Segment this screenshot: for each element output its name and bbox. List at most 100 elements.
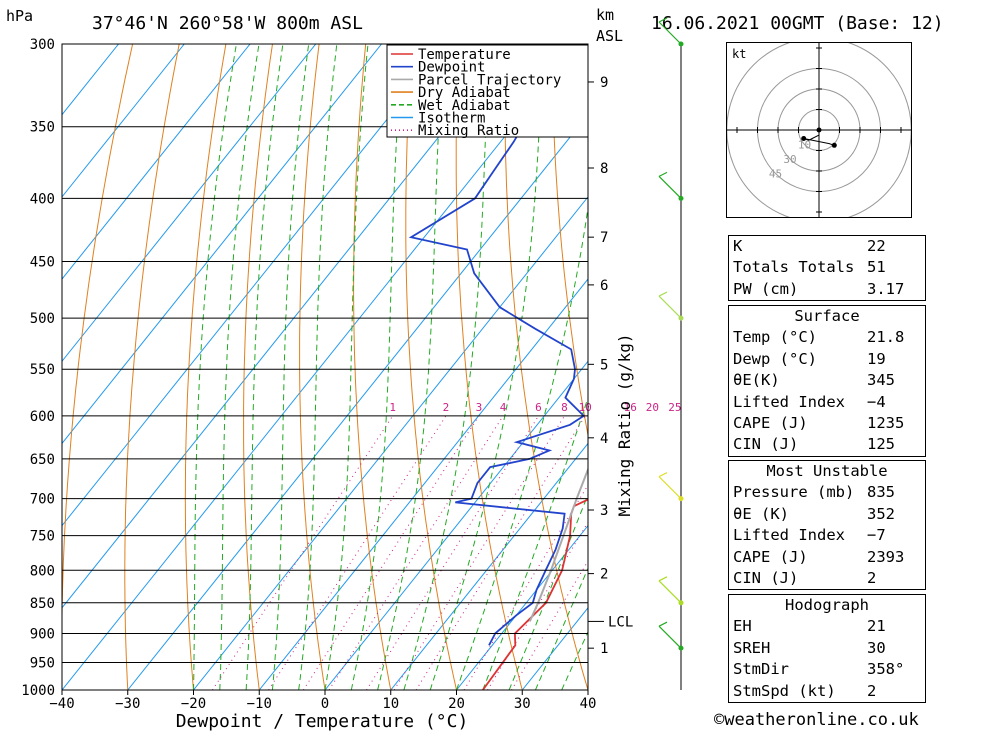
row-value: 1235 xyxy=(867,414,905,433)
table-row: θE (K) 352 xyxy=(729,504,926,525)
row-value: −7 xyxy=(867,526,886,545)
wet-adiabat-line xyxy=(245,44,284,690)
km-tick-label: 1 xyxy=(600,641,608,657)
copyright-footer: ©weatheronline.co.uk xyxy=(714,710,919,730)
datetime-title: 16.06.2021 00GMT (Base: 12) xyxy=(651,13,944,34)
legend-box xyxy=(386,44,589,138)
dry-adiabat-line xyxy=(972,44,1000,690)
mixing-ratio-line xyxy=(302,415,480,690)
pressure-tick-label: 650 xyxy=(30,452,55,468)
plot-frame xyxy=(61,43,589,691)
row-value: 2 xyxy=(867,569,877,588)
table-row: CAPE (J) 2393 xyxy=(729,547,926,568)
pressure-tick-label: 500 xyxy=(30,311,55,327)
wet-adiabat-line xyxy=(508,493,588,690)
lcl-label: LCL xyxy=(608,614,633,630)
isotherm-line xyxy=(62,44,119,116)
legend-label: Dry Adiabat xyxy=(418,85,511,101)
mixing-ratio-label: 20 xyxy=(646,401,659,414)
row-value: 358° xyxy=(867,660,905,679)
wind-barb xyxy=(658,472,682,500)
mixing-ratio-label: 2 xyxy=(443,401,450,414)
row-value: 345 xyxy=(867,371,895,390)
mixing-ratio-axis-label: Mixing Ratio (g/kg) xyxy=(615,333,634,516)
hodograph-trace xyxy=(803,130,835,146)
row-label: PW (cm) xyxy=(733,279,799,298)
mixing-ratio-label: 6 xyxy=(535,401,542,414)
isotherm-line xyxy=(62,44,317,363)
km-unit-label: km xyxy=(596,6,614,24)
mixing-ratio-label: 3 xyxy=(476,401,483,414)
hodograph-panel: kt 10 30 45 xyxy=(726,37,912,223)
row-value: −4 xyxy=(867,392,886,411)
hodograph-stats-table: Hodograph EH 21 SREH 30 StmDir 358° StmSpd (kt)… xyxy=(728,594,926,704)
hodograph-point xyxy=(801,136,807,141)
pressure-levels: 300 350 400 450 500 550 600 650 700 750 800 850 900 9… xyxy=(21,37,588,699)
table-row: StmDir 358° xyxy=(729,659,926,680)
pressure-tick-label: 950 xyxy=(30,655,55,671)
mixing-ratio-label: 25 xyxy=(668,401,681,414)
dry-adiabat-line xyxy=(124,44,180,690)
table-title: Most Unstable xyxy=(728,460,926,483)
x-tick-label: −40 xyxy=(49,696,74,712)
table-header-row: Surface xyxy=(728,305,926,328)
legend-label: Isotherm xyxy=(418,111,485,127)
row-label: Totals Totals xyxy=(733,258,855,277)
mixing-ratio-line xyxy=(211,415,394,690)
km-tick-label: 5 xyxy=(600,357,608,373)
table-row: θE(K) 345 xyxy=(729,370,926,391)
index-table: K 22 Totals Totals 51 PW (cm) 3.17 xyxy=(728,235,926,302)
dry-adiabat-line xyxy=(405,44,457,690)
row-label: CIN (J) xyxy=(733,569,799,588)
km-tick-label: 3 xyxy=(600,503,608,519)
x-tick-label: 30 xyxy=(514,696,531,712)
isotherm-line xyxy=(390,442,588,690)
hodograph-ring-label: 10 xyxy=(798,138,811,151)
table-header-row: Most Unstable xyxy=(728,460,926,483)
row-label: StmSpd (kt) xyxy=(733,681,836,700)
row-value: 835 xyxy=(867,483,895,502)
legend-label: Wet Adiabat xyxy=(418,98,511,114)
table-header-row: Hodograph xyxy=(728,594,926,617)
asl-unit-label: ASL xyxy=(596,27,623,45)
hodograph-point xyxy=(831,142,837,148)
row-label: SREH xyxy=(733,638,771,657)
row-label: EH xyxy=(733,617,752,636)
table-row: PW (cm) 3.17 xyxy=(729,279,926,301)
km-tick-label: 8 xyxy=(600,161,608,177)
row-label: θE (K) xyxy=(733,504,789,523)
row-value: 51 xyxy=(867,258,886,277)
pressure-tick-label: 350 xyxy=(30,120,55,136)
hodograph-ring-label: 45 xyxy=(769,167,782,180)
pressure-tick-label: 300 xyxy=(30,37,55,53)
mixing-ratio-label: 1 xyxy=(389,401,396,414)
table-row: Lifted Index −7 xyxy=(729,525,926,546)
dry-adiabat-line xyxy=(243,44,273,690)
x-tick-label: −30 xyxy=(115,696,140,712)
table-row: SREH 30 xyxy=(729,638,926,659)
km-tick-label: 2 xyxy=(600,567,608,583)
x-tick-label: 40 xyxy=(580,696,597,712)
pressure-unit-label: hPa xyxy=(6,7,33,25)
wet-adiabat-line xyxy=(482,395,588,690)
row-value: 352 xyxy=(867,504,895,523)
mixing-ratio-line xyxy=(328,415,504,690)
hodograph-point xyxy=(816,127,822,133)
wind-profile xyxy=(658,17,684,690)
dry-adiabat-line xyxy=(353,44,392,690)
pressure-tick-label: 550 xyxy=(30,362,55,378)
km-tick-label: 7 xyxy=(600,230,608,246)
table-row: Dewp (°C) 19 xyxy=(729,349,926,370)
pressure-tick-label: 400 xyxy=(30,191,55,207)
x-axis-label: Dewpoint / Temperature (°C) xyxy=(176,711,469,732)
row-label: Pressure (mb) xyxy=(733,483,855,502)
row-label: CIN (J) xyxy=(733,435,799,454)
table-row: StmSpd (kt) 2 xyxy=(729,681,926,703)
legend-label: Parcel Trajectory xyxy=(418,72,561,88)
wind-barb xyxy=(658,621,682,649)
wet-adiabat-line xyxy=(429,44,544,690)
table-row: CIN (J) 2 xyxy=(729,568,926,590)
legend-label: Mixing Ratio xyxy=(418,123,519,139)
wind-barb xyxy=(658,576,682,604)
